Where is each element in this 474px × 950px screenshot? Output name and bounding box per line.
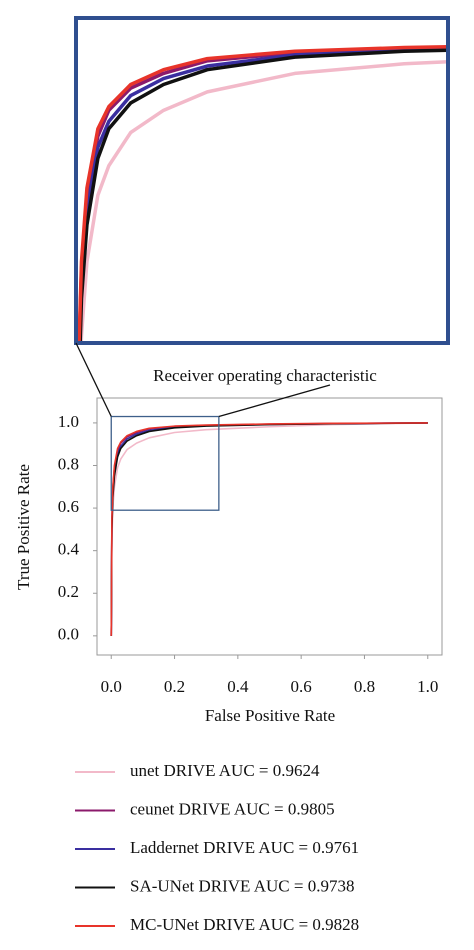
plot-frame <box>96 397 443 656</box>
roc-line <box>110 422 428 636</box>
y-tick-label: 0.8 <box>58 454 79 473</box>
roc-line <box>110 422 428 636</box>
y-tick-label: 0.0 <box>58 625 79 644</box>
chart-title: Receiver operating characteristic <box>153 366 377 385</box>
legend-label: unet DRIVE AUC = 0.9624 <box>130 761 320 780</box>
y-tick-label: 0.4 <box>58 540 80 559</box>
x-tick-label: 0.8 <box>354 677 375 696</box>
zoom-connector <box>75 342 112 417</box>
roc-line <box>77 45 448 343</box>
legend-label: SA-UNet DRIVE AUC = 0.9738 <box>130 876 354 895</box>
x-tick-label: 0.4 <box>227 677 249 696</box>
roc-line <box>77 45 448 343</box>
x-tick-label: 0.2 <box>164 677 185 696</box>
roc-line <box>77 47 448 343</box>
x-axis-label: False Positive Rate <box>205 706 335 725</box>
legend-label: ceunet DRIVE AUC = 0.9805 <box>130 799 335 818</box>
roc-line <box>78 48 448 343</box>
x-tick-label: 0.0 <box>101 677 122 696</box>
roc-line <box>110 422 428 636</box>
legend-label: MC-UNet DRIVE AUC = 0.9828 <box>130 915 359 934</box>
plot: 0.0 0.2 0.4 0.6 0.8 1.0 0.0 0.2 0.4 0.6 0.8 1.0 <box>58 342 438 696</box>
inset <box>77 45 448 343</box>
y-tick-label: 0.2 <box>58 582 79 601</box>
x-tick-label: 1.0 <box>417 677 438 696</box>
inset-frame <box>74 16 450 345</box>
y-tick-label: 0.6 <box>58 497 79 516</box>
roc-line <box>79 59 448 343</box>
y-tick-label: 1.0 <box>58 412 79 431</box>
zoom-window <box>110 415 220 511</box>
y-axis-label: True Positive Rate <box>14 464 33 590</box>
x-tick-label: 0.6 <box>291 677 312 696</box>
roc-line <box>110 422 428 636</box>
legend-label: Laddernet DRIVE AUC = 0.9761 <box>130 838 359 857</box>
zoom-connector <box>218 384 331 418</box>
roc-line <box>110 422 428 636</box>
